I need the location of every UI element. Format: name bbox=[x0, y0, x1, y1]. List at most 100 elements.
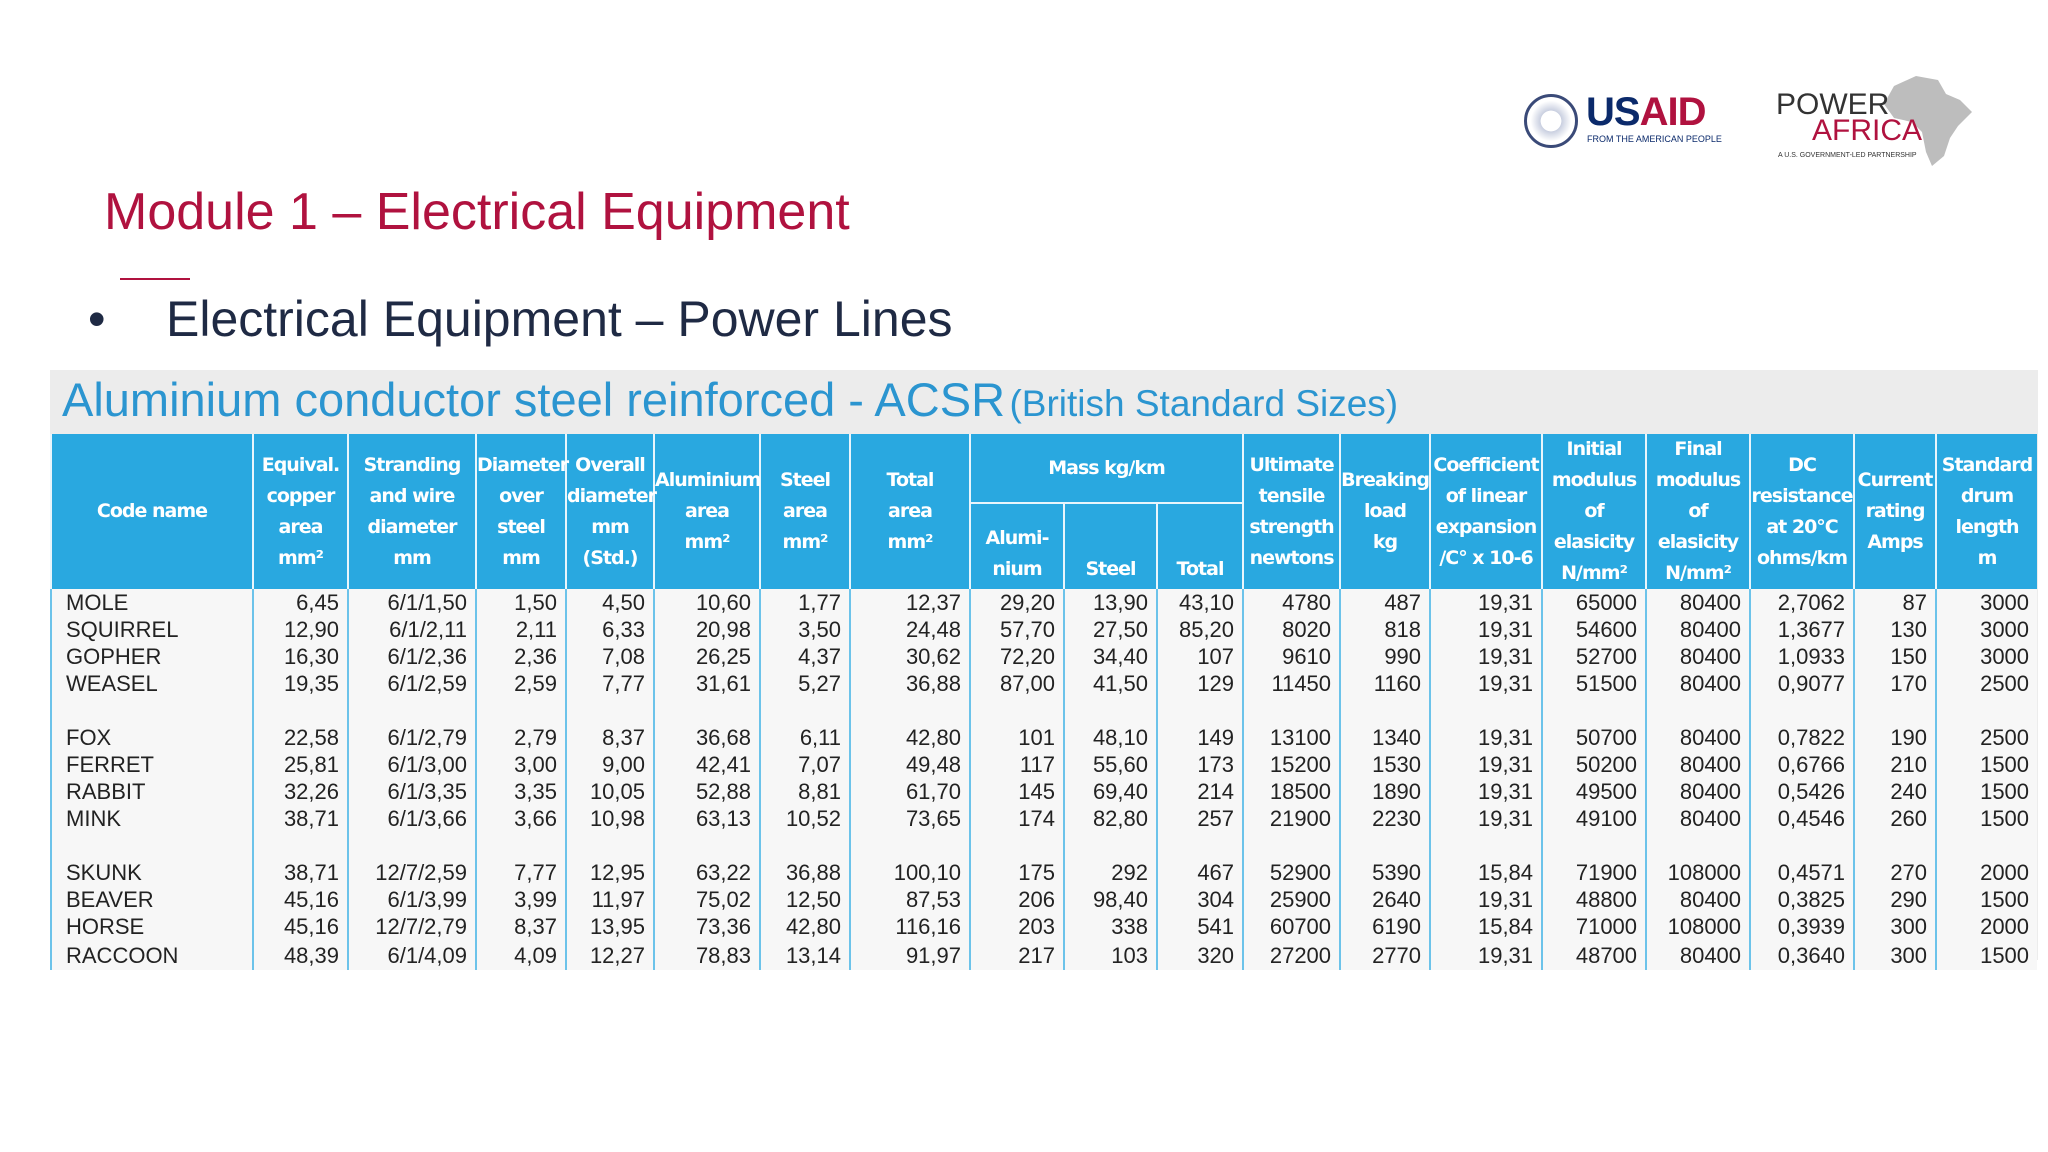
cell: 129 bbox=[1155, 670, 1244, 697]
cell: 467 bbox=[1155, 859, 1244, 886]
table-row: SKUNK 38,71 12/7/2,59 7,77 12,95 63,22 36,88 10… bbox=[50, 859, 2038, 886]
cell: 6/1/3,99 bbox=[347, 886, 476, 913]
table-row: HORSE 45,16 12/7/2,79 8,37 13,95 73,36 42,80 11… bbox=[50, 913, 2038, 940]
cell: 0,4546 bbox=[1749, 805, 1855, 832]
cell: 2000 bbox=[1935, 913, 2038, 940]
africa-map bbox=[1884, 76, 1972, 166]
cell: 1160 bbox=[1339, 670, 1431, 697]
acsr-table: Code name Equival. copper area mm² Strandi… bbox=[50, 434, 2038, 970]
cell: 55,60 bbox=[1063, 751, 1157, 778]
table-title-main: Aluminium conductor steel reinforced - A… bbox=[62, 373, 1006, 426]
cell: 42,80 bbox=[849, 724, 970, 751]
cell: 338 bbox=[1063, 913, 1157, 940]
cell: 85,20 bbox=[1155, 616, 1244, 643]
cell: 1340 bbox=[1339, 724, 1431, 751]
gap-cell bbox=[347, 697, 476, 724]
cell: 8020 bbox=[1242, 616, 1341, 643]
gap-cell bbox=[849, 832, 970, 859]
column-header: Steel area mm² bbox=[759, 434, 850, 589]
cell: 206 bbox=[969, 886, 1064, 913]
cell: 11,97 bbox=[565, 886, 654, 913]
cell: 60700 bbox=[1242, 913, 1341, 940]
cell: 6,11 bbox=[759, 724, 850, 751]
cell: 6/1/1,50 bbox=[347, 589, 476, 616]
cell: 6/1/2,59 bbox=[347, 670, 476, 697]
table-head: Code name Equival. copper area mm² Strandi… bbox=[50, 434, 2038, 589]
code-name: SKUNK bbox=[50, 859, 253, 886]
cell: 80400 bbox=[1645, 805, 1751, 832]
cell: 42,41 bbox=[653, 751, 760, 778]
table-title: Aluminium conductor steel reinforced - A… bbox=[62, 372, 1398, 432]
cell: 19,31 bbox=[1429, 751, 1543, 778]
gap-cell bbox=[252, 832, 348, 859]
cell: 36,68 bbox=[653, 724, 760, 751]
cell: 2,59 bbox=[475, 670, 566, 697]
cell: 51500 bbox=[1541, 670, 1647, 697]
cell: 1500 bbox=[1935, 886, 2038, 913]
header-subrow: Alumi- nium Steel Total bbox=[51, 503, 2037, 589]
cell: 21900 bbox=[1242, 805, 1341, 832]
gap-cell bbox=[1155, 832, 1244, 859]
cell: 1,3677 bbox=[1749, 616, 1855, 643]
cell: 6/1/2,36 bbox=[347, 643, 476, 670]
group-header: Mass kg/km bbox=[968, 434, 1244, 504]
cell: 52700 bbox=[1541, 643, 1647, 670]
group-gap bbox=[50, 697, 2038, 724]
power-word: POWER bbox=[1776, 88, 1890, 121]
cell: 78,83 bbox=[653, 940, 760, 970]
gap-cell bbox=[1645, 832, 1751, 859]
cell: 190 bbox=[1853, 724, 1937, 751]
cell: 80400 bbox=[1645, 751, 1751, 778]
cell: 31,61 bbox=[653, 670, 760, 697]
cell: 10,98 bbox=[565, 805, 654, 832]
cell: 2,79 bbox=[475, 724, 566, 751]
cell: 19,31 bbox=[1429, 724, 1543, 751]
cell: 818 bbox=[1339, 616, 1431, 643]
cell: 19,31 bbox=[1429, 589, 1543, 616]
cell: 3,99 bbox=[475, 886, 566, 913]
cell: 6/1/4,09 bbox=[347, 940, 476, 970]
cell: 290 bbox=[1853, 886, 1937, 913]
cell: 18500 bbox=[1242, 778, 1341, 805]
cell: 87,53 bbox=[849, 886, 970, 913]
cell: 98,40 bbox=[1063, 886, 1157, 913]
table-row: BEAVER 45,16 6/1/3,99 3,99 11,97 75,02 12,50 87… bbox=[50, 886, 2038, 913]
code-name: MINK bbox=[50, 805, 253, 832]
cell: 7,77 bbox=[565, 670, 654, 697]
table-row: MINK 38,71 6/1/3,66 3,66 10,98 63,13 10,52 73,6… bbox=[50, 805, 2038, 832]
cell: 80400 bbox=[1645, 616, 1751, 643]
cell: 52900 bbox=[1242, 859, 1341, 886]
code-name: RACCOON bbox=[50, 940, 253, 970]
cell: 80400 bbox=[1645, 940, 1751, 970]
cell: 101 bbox=[969, 724, 1064, 751]
cell: 240 bbox=[1853, 778, 1937, 805]
cell: 170 bbox=[1853, 670, 1937, 697]
cell: 257 bbox=[1155, 805, 1244, 832]
gap-cell bbox=[565, 697, 654, 724]
gap-cell bbox=[1853, 832, 1937, 859]
cell: 6,33 bbox=[565, 616, 654, 643]
cell: 82,80 bbox=[1063, 805, 1157, 832]
cell: 75,02 bbox=[653, 886, 760, 913]
cell: 6,45 bbox=[252, 589, 348, 616]
cell: 130 bbox=[1853, 616, 1937, 643]
cell: 19,31 bbox=[1429, 805, 1543, 832]
cell: 54600 bbox=[1541, 616, 1647, 643]
cell: 0,4571 bbox=[1749, 859, 1855, 886]
gap-cell bbox=[475, 832, 566, 859]
cell: 3,66 bbox=[475, 805, 566, 832]
cell: 100,10 bbox=[849, 859, 970, 886]
cell: 117 bbox=[969, 751, 1064, 778]
group-gap bbox=[50, 832, 2038, 859]
cell: 149 bbox=[1155, 724, 1244, 751]
column-header: Total area mm² bbox=[849, 434, 970, 589]
cell: 38,71 bbox=[252, 805, 348, 832]
cell: 0,5426 bbox=[1749, 778, 1855, 805]
cell: 9610 bbox=[1242, 643, 1341, 670]
gap-cell bbox=[1242, 697, 1341, 724]
cell: 80400 bbox=[1645, 589, 1751, 616]
cell: 13,90 bbox=[1063, 589, 1157, 616]
cell: 41,50 bbox=[1063, 670, 1157, 697]
cell: 8,81 bbox=[759, 778, 850, 805]
